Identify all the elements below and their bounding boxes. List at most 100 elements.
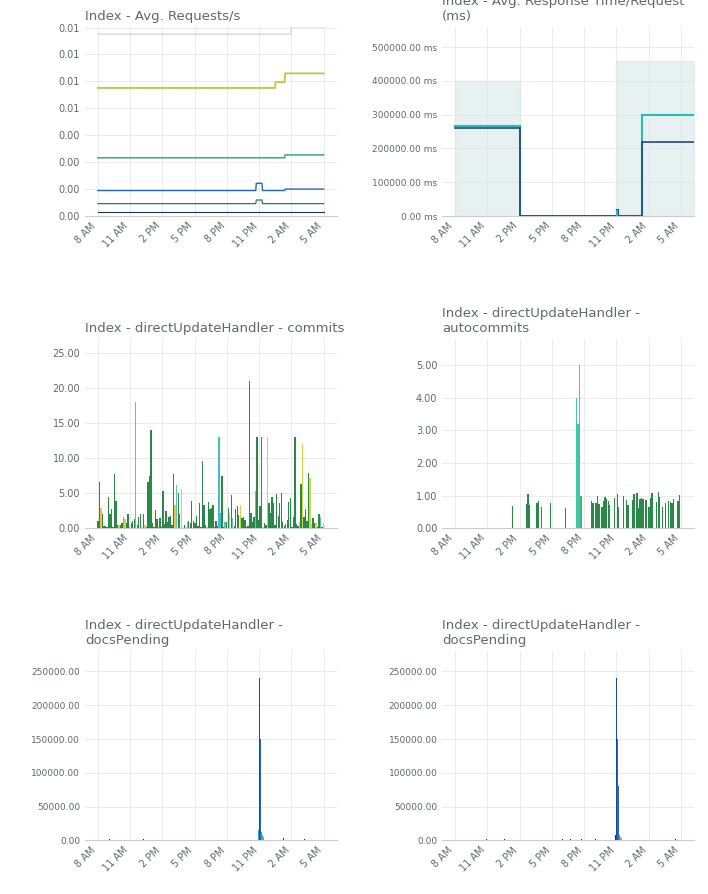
Bar [113,527,114,528]
Bar [296,524,297,528]
Bar [103,526,105,528]
Bar [123,517,125,528]
Bar [662,507,663,528]
Bar [276,493,278,528]
Bar [614,498,615,528]
Bar [178,493,179,528]
Bar [147,483,149,528]
Bar [284,527,285,528]
Bar [249,381,250,528]
Text: Index - directUpdateHandler -
docsPending: Index - directUpdateHandler - docsPendin… [442,620,640,647]
Bar [156,519,158,528]
Bar [671,502,673,528]
Bar [176,485,177,528]
Bar [656,502,657,528]
Bar [181,489,182,528]
Bar [162,491,164,528]
Bar [639,499,641,528]
Bar [212,505,214,528]
Bar [260,739,261,840]
Bar [139,514,141,528]
Bar [150,430,152,528]
Bar [194,523,195,528]
Bar [278,516,279,528]
Bar [234,527,235,528]
Bar [193,521,194,528]
Bar [109,839,110,840]
Bar [226,522,227,528]
Bar [317,527,319,528]
Bar [141,527,142,528]
Bar [525,504,527,528]
Bar [609,505,610,528]
Bar [161,527,162,528]
Bar [223,527,224,528]
Bar [626,501,627,528]
Bar [159,518,161,528]
Bar [115,501,117,528]
Bar [108,497,109,528]
Bar [187,522,188,528]
Bar [649,507,650,528]
Bar [665,502,666,528]
Bar [565,508,566,528]
Bar [607,502,609,528]
Bar [191,501,193,528]
Bar [117,525,118,528]
Bar [570,839,571,840]
Bar [275,525,276,528]
Bar [183,525,185,528]
Bar [562,839,563,840]
Bar [106,527,108,528]
Bar [319,514,320,528]
Bar [238,516,239,528]
Bar [258,520,259,528]
Bar [130,523,132,528]
Text: Index - directUpdateHandler -
autocommits: Index - directUpdateHandler - autocommit… [442,307,640,335]
Bar [243,517,244,528]
Bar [578,839,579,840]
Bar [98,482,100,528]
Bar [174,505,176,528]
Bar [185,527,186,528]
Bar [287,519,288,528]
Bar [143,839,144,840]
Bar [636,493,638,528]
Bar [169,517,170,528]
Bar [615,831,617,840]
Bar [304,839,305,840]
Bar [303,517,304,528]
Bar [271,496,273,528]
Bar [617,493,618,528]
Bar [202,461,203,528]
Bar [200,527,202,528]
Bar [232,519,234,528]
Bar [679,495,680,528]
Bar [675,839,676,840]
Bar [250,512,251,528]
Bar [581,839,582,840]
Bar [309,477,311,528]
Bar [208,502,209,528]
Bar [323,523,324,528]
Bar [620,837,621,840]
Bar [222,476,223,528]
Bar [291,527,292,528]
Bar [214,527,215,528]
Bar [236,506,238,528]
Bar [262,835,263,840]
Bar [137,525,138,528]
Bar [261,832,262,840]
Bar [602,507,603,528]
Bar [273,503,274,528]
Bar [619,832,620,840]
Bar [638,509,639,528]
Bar [102,514,103,528]
Bar [633,494,634,528]
Bar [120,525,121,528]
Bar [550,502,552,528]
Bar [263,839,264,840]
Bar [605,497,606,528]
Text: Index - Avg. Requests/s: Index - Avg. Requests/s [85,10,240,23]
Bar [132,521,133,528]
